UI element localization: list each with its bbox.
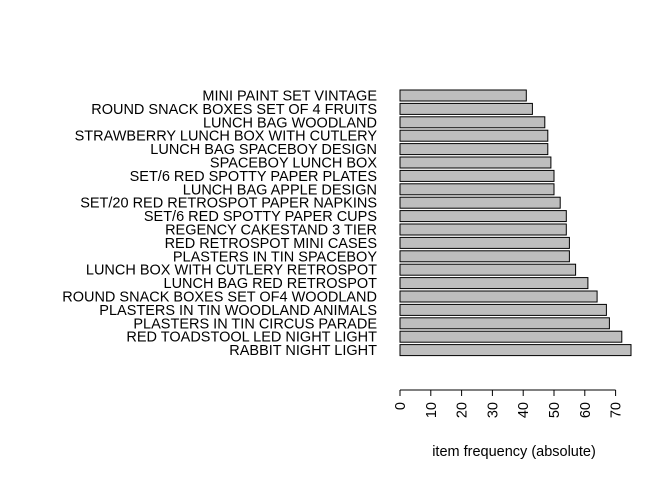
category-label: SET/20 RED RETROSPOT PAPER NAPKINS	[80, 196, 377, 212]
category-label: RED RETROSPOT MINI CASES	[165, 236, 377, 252]
bar-6	[399, 156, 552, 169]
bar-20	[399, 344, 632, 357]
x-axis: 0 10 20 30 40 50 60 70	[393, 389, 625, 418]
bar-7	[399, 169, 555, 182]
bar-11	[399, 223, 567, 236]
bar-16	[399, 290, 598, 303]
category-label: RABBIT NIGHT LIGHT	[229, 343, 377, 359]
category-label: SPACEBOY LUNCH BOX	[210, 156, 377, 172]
bars-group	[399, 89, 632, 357]
x-tick-label: 40	[516, 402, 532, 418]
category-label: RED TOADSTOOL LED NIGHT LIGHT	[126, 330, 377, 346]
bar-15	[399, 277, 589, 290]
category-label: ROUND SNACK BOXES SET OF4 WOODLAND	[62, 290, 377, 306]
category-label: LUNCH BAG RED RETROSPOT	[164, 276, 378, 292]
bar-10	[399, 210, 567, 223]
x-axis-title: item frequency (absolute)	[432, 444, 596, 460]
category-label: MINI PAINT SET VINTAGE	[202, 89, 377, 105]
category-label: LUNCH BAG WOODLAND	[203, 115, 377, 131]
category-label: SET/6 RED SPOTTY PAPER CUPS	[144, 209, 377, 225]
x-tick-label: 70	[609, 402, 625, 418]
x-tick-label: 50	[547, 402, 563, 418]
bar-3	[399, 116, 546, 129]
bar-8	[399, 183, 555, 196]
category-label: LUNCH BAG APPLE DESIGN	[183, 182, 377, 198]
category-label: STRAWBERRY LUNCH BOX WITH CUTLERY	[75, 129, 378, 145]
x-tick-label: 10	[424, 402, 440, 418]
category-label: PLASTERS IN TIN CIRCUS PARADE	[133, 316, 377, 332]
bar-12	[399, 236, 570, 249]
category-label: LUNCH BOX WITH CUTLERY RETROSPOT	[86, 263, 377, 279]
category-label: SET/6 RED SPOTTY PAPER PLATES	[130, 169, 377, 185]
bar-19	[399, 330, 623, 343]
category-label: ROUND SNACK BOXES SET OF 4 FRUITS	[91, 102, 377, 118]
x-tick-label: 20	[455, 402, 471, 418]
bar-17	[399, 303, 607, 316]
category-label: PLASTERS IN TIN SPACEBOY	[173, 249, 377, 265]
bar-1	[399, 89, 527, 102]
x-tick-label: 0	[393, 402, 409, 410]
x-tick-label: 60	[578, 402, 594, 418]
bar-14	[399, 263, 577, 276]
bar-9	[399, 196, 561, 209]
bar-18	[399, 317, 610, 330]
bar-5	[399, 143, 549, 156]
bar-4	[399, 129, 549, 142]
category-label: LUNCH BAG SPACEBOY DESIGN	[150, 142, 377, 158]
bar-2	[399, 102, 533, 115]
bar-13	[399, 250, 570, 263]
x-tick-label: 30	[485, 402, 501, 418]
category-label: PLASTERS IN TIN WOODLAND ANIMALS	[99, 303, 377, 319]
category-label: REGENCY CAKESTAND 3 TIER	[165, 223, 377, 239]
